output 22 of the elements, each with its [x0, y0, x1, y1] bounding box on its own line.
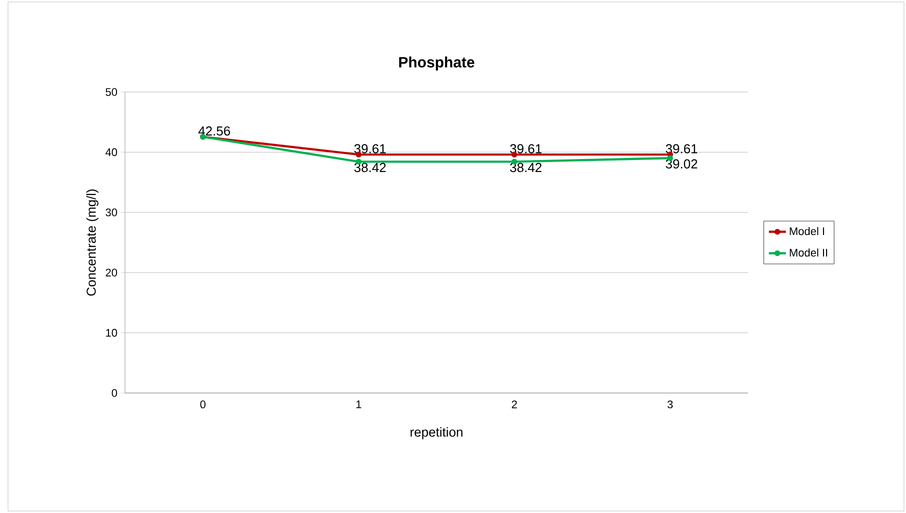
y-axis-title: Concentrate (mg/l)	[86, 190, 98, 296]
y-tick-label: 50	[106, 88, 118, 96]
y-tick-label: 40	[105, 148, 118, 156]
data-label: 39.61	[666, 144, 698, 154]
y-tick-label: 20	[106, 268, 118, 276]
legend-label: Model I	[790, 227, 824, 236]
data-label: 38.42	[354, 162, 386, 172]
y-tick-label: 30	[106, 208, 118, 216]
x-tick-label: 1	[356, 400, 362, 408]
y-tick-label: 0	[112, 389, 118, 397]
chart-title: Phosphate	[399, 56, 474, 70]
x-axis-title: repetition	[410, 427, 462, 440]
data-label: 39.61	[510, 144, 542, 154]
data-label: 39.61	[354, 144, 386, 154]
data-label: 38.42	[510, 162, 542, 172]
data-label: 42.56	[198, 126, 230, 136]
x-tick-label: 3	[667, 400, 673, 408]
x-tick-label: 2	[512, 400, 517, 408]
data-label: 39.02	[666, 159, 698, 168]
x-tick-label: 0	[200, 400, 206, 408]
legend-label: Model II	[790, 248, 828, 257]
y-tick-label: 10	[106, 328, 118, 337]
